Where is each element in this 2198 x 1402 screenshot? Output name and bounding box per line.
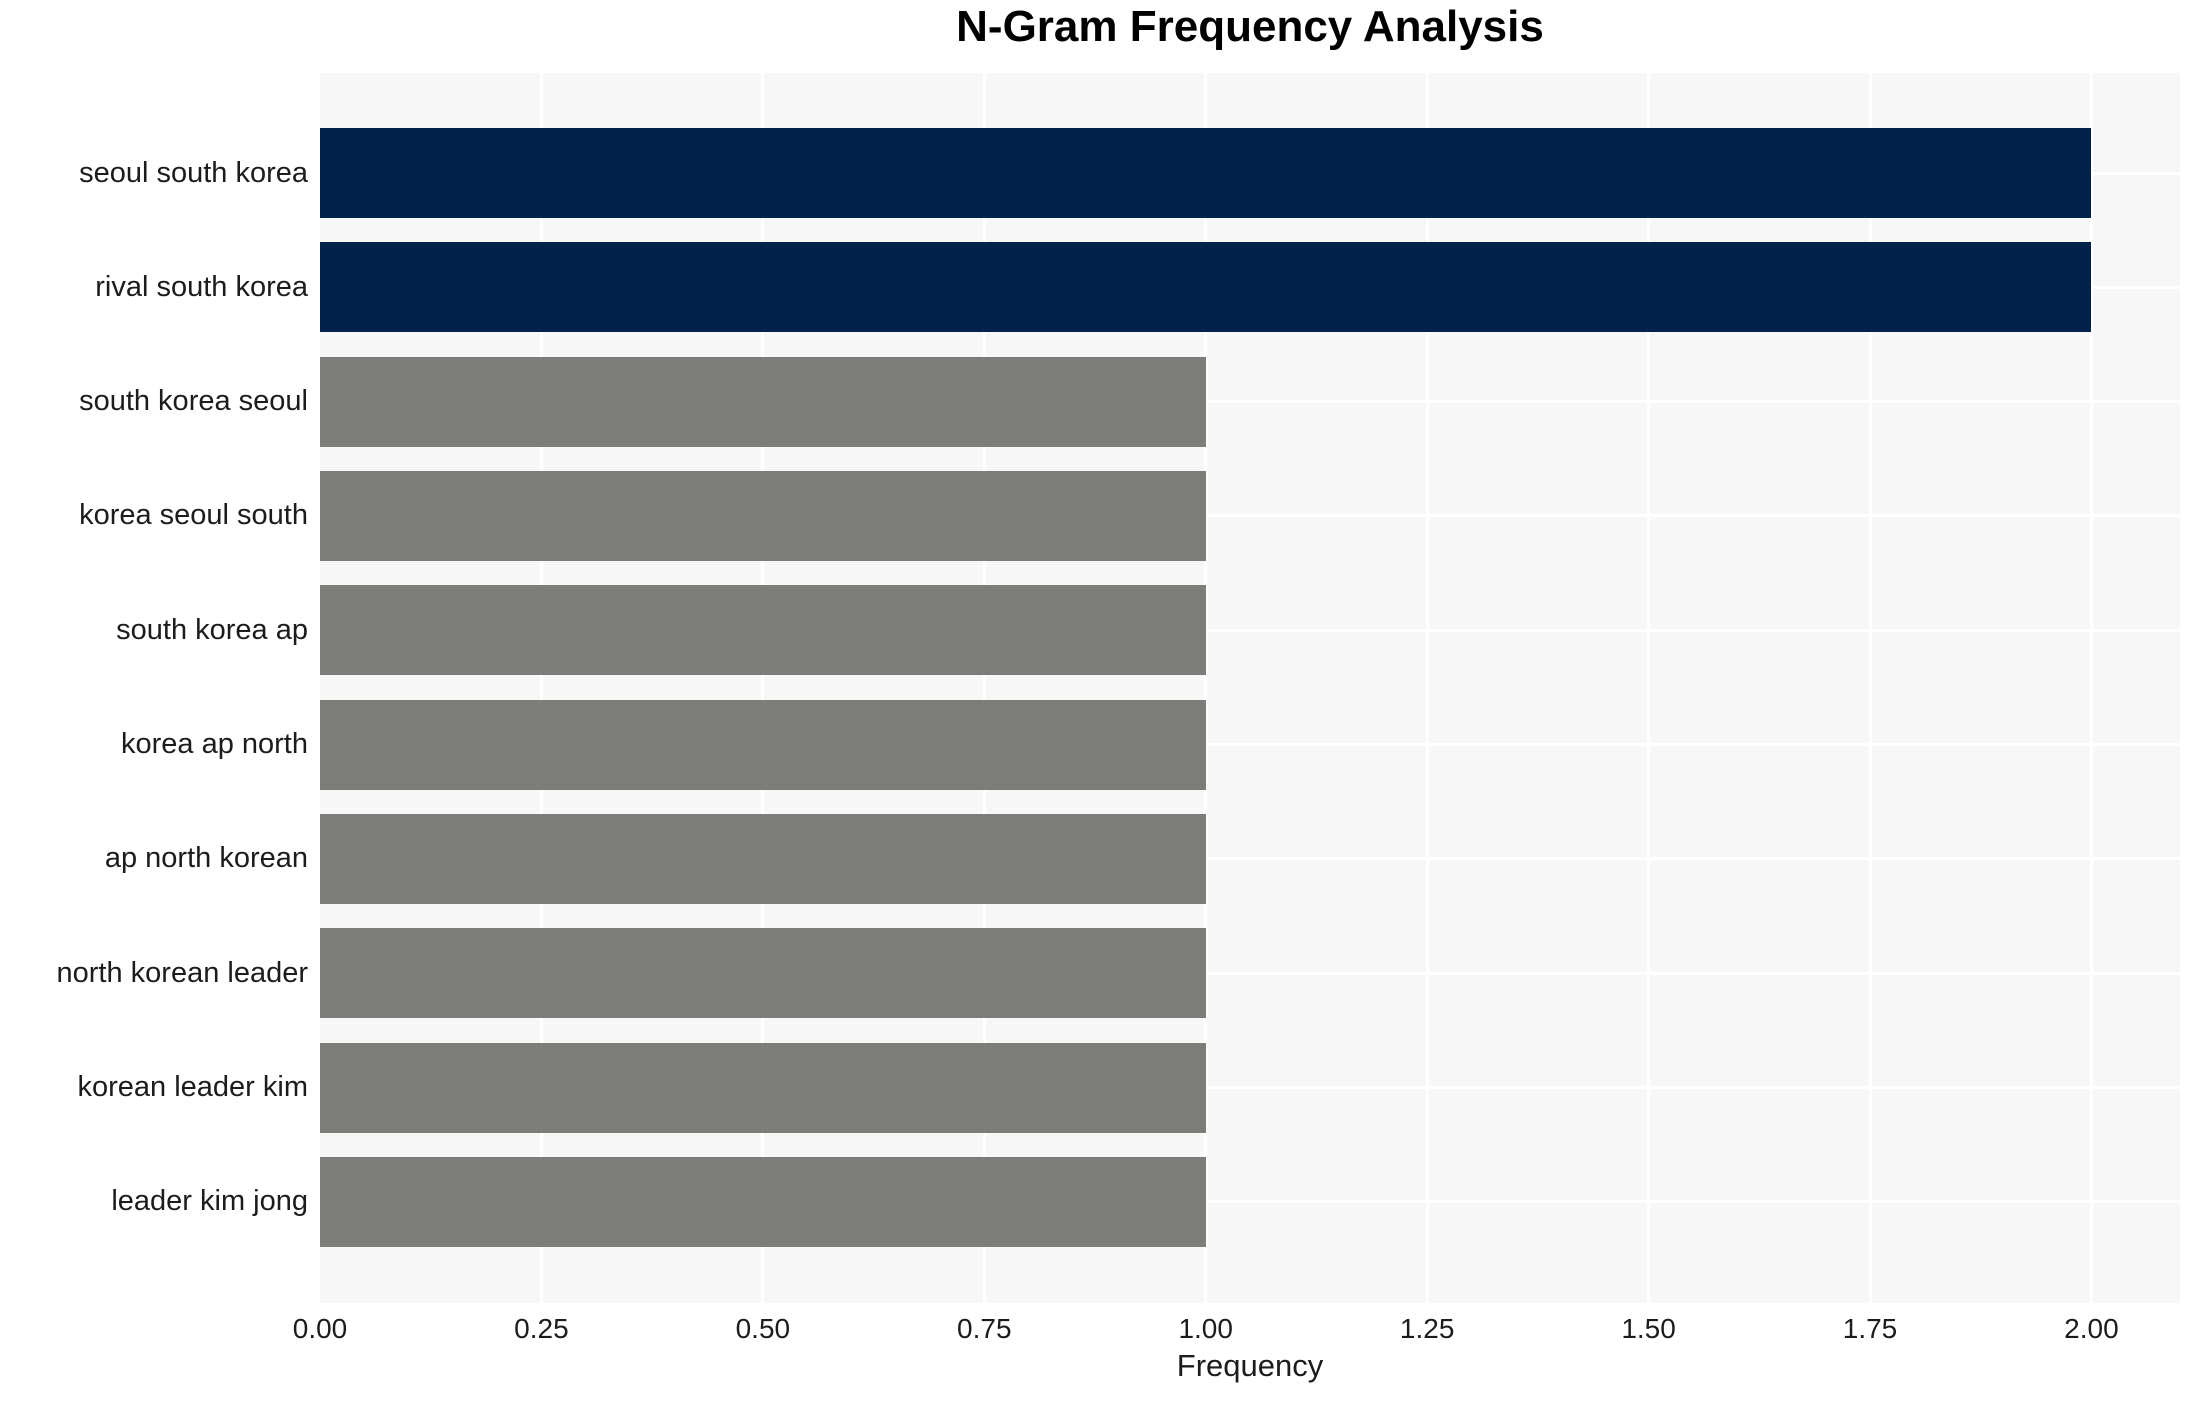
y-axis-label: korean leader kim	[77, 1071, 309, 1104]
vertical-gridline	[982, 73, 986, 1303]
horizontal-gridline	[320, 1086, 2180, 1090]
vertical-gridline	[2089, 73, 2093, 1303]
vertical-gridline	[761, 73, 765, 1303]
bar	[320, 470, 1206, 561]
bar	[320, 242, 2092, 333]
y-axis-label: ap north korean	[104, 842, 308, 875]
vertical-gridline	[1868, 73, 1872, 1303]
bar	[320, 585, 1206, 676]
x-axis-label: Frequency	[1176, 1348, 1324, 1383]
horizontal-gridline	[320, 514, 2180, 518]
x-tick-label: 0.50	[735, 1313, 791, 1344]
vertical-gridline	[1647, 73, 1651, 1303]
horizontal-gridline	[320, 857, 2180, 861]
bar	[320, 813, 1206, 904]
x-tick-label: 0.75	[957, 1313, 1012, 1344]
bar	[320, 1156, 1206, 1247]
chart-title: N-Gram Frequency Analysis	[956, 2, 1544, 51]
bar	[320, 699, 1206, 790]
y-axis-label: rival south korea	[95, 270, 308, 303]
x-tick-label: 0.25	[514, 1313, 569, 1344]
horizontal-gridline	[320, 400, 2180, 404]
bar	[320, 128, 2092, 218]
y-axis-label: north korean leader	[56, 956, 309, 989]
x-tick-label: 0.00	[292, 1313, 348, 1344]
bar	[320, 1042, 1206, 1133]
horizontal-gridline	[320, 971, 2180, 975]
x-tick-label: 1.00	[1178, 1313, 1233, 1344]
bar	[320, 356, 1206, 447]
y-axis-label: korea seoul south	[79, 499, 308, 532]
y-axis-label: leader kim jong	[111, 1185, 308, 1218]
x-tick-label: 1.50	[1621, 1313, 1676, 1344]
plot-area	[320, 73, 2180, 1303]
x-tick-label: 2.00	[2064, 1313, 2119, 1344]
vertical-gridline	[1204, 73, 1208, 1303]
horizontal-gridline	[320, 743, 2180, 747]
vertical-gridline	[1425, 73, 1429, 1303]
x-tick-label: 1.75	[1842, 1313, 1898, 1344]
vertical-gridline	[539, 73, 543, 1303]
y-axis-label: south korea seoul	[79, 385, 308, 418]
y-axis-label: south korea ap	[116, 613, 308, 646]
horizontal-gridline	[320, 628, 2180, 632]
y-axis-label: seoul south korea	[79, 156, 308, 189]
y-axis-label: korea ap north	[120, 728, 308, 761]
bar	[320, 928, 1206, 1019]
horizontal-gridline	[320, 1200, 2180, 1204]
x-tick-label: 1.25	[1399, 1313, 1455, 1344]
